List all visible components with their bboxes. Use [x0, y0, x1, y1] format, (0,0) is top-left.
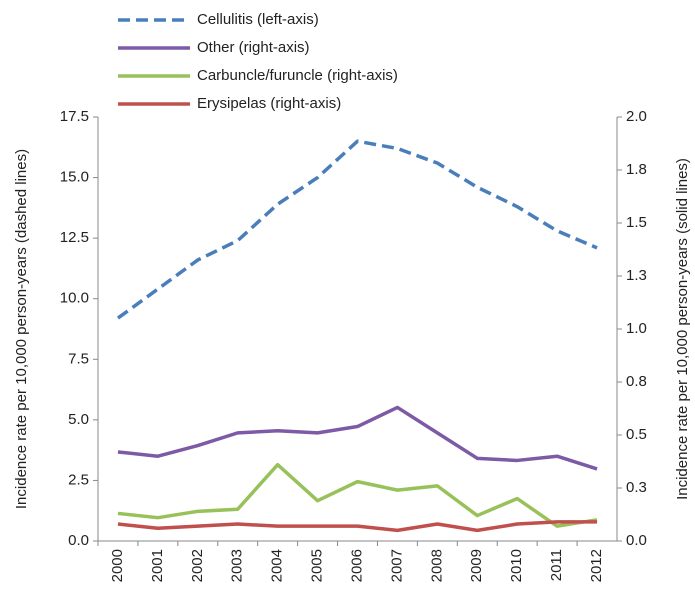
- series-line: [117, 520, 598, 533]
- legend-label: Other (right-axis): [197, 39, 310, 56]
- y-tick-label: 7.5: [68, 350, 89, 367]
- y2-tick-label: 1.0: [626, 320, 647, 337]
- legend-label: Erysipelas (right-axis): [197, 95, 341, 112]
- y-tick-label: 17.5: [60, 108, 89, 125]
- x-tick-label: 2003: [229, 549, 246, 582]
- x-tick-label: 2000: [109, 549, 126, 582]
- y-tick-label: 12.5: [60, 229, 89, 246]
- y-axis-title: Incidence rate per 10,000 person-years (…: [13, 149, 30, 509]
- y-tick-label: 2.5: [68, 471, 89, 488]
- series-line: [117, 462, 598, 528]
- y2-tick-label: 1.5: [626, 214, 647, 231]
- x-tick-label: 2004: [269, 549, 286, 582]
- y2-tick-label: 0.8: [626, 373, 647, 390]
- y2-tick-label: 1.8: [626, 161, 647, 178]
- y-tick-label: 10.0: [60, 290, 89, 307]
- x-tick-label: 2008: [428, 549, 445, 582]
- x-tick-label: 2006: [348, 549, 365, 582]
- y-tick-label: 0.0: [68, 532, 89, 549]
- y2-tick-label: 1.3: [626, 267, 647, 284]
- y-tick-label: 15.0: [60, 169, 89, 186]
- x-tick-label: 2009: [468, 549, 485, 582]
- x-tick-label: 2001: [149, 549, 166, 582]
- x-tick-label: 2007: [388, 549, 405, 582]
- y2-tick-label: 0.5: [626, 426, 647, 443]
- x-tick-label: 2012: [588, 549, 605, 582]
- y2-tick-label: 0.3: [626, 479, 647, 496]
- x-tick-label: 2010: [508, 549, 525, 582]
- x-tick-label: 2002: [189, 549, 206, 582]
- y2-tick-label: 0.0: [626, 532, 647, 549]
- x-tick-label: 2005: [309, 549, 326, 582]
- legend-label: Carbuncle/furuncle (right-axis): [197, 67, 398, 84]
- series-line: [116, 139, 598, 320]
- y2-tick-label: 2.0: [626, 108, 647, 125]
- legend-label: Cellulitis (left-axis): [197, 11, 319, 28]
- y2-axis-title: Incidence rate per 10,000 person-years (…: [674, 158, 691, 500]
- series-line: [117, 405, 598, 471]
- y-tick-label: 5.0: [68, 411, 89, 428]
- x-tick-label: 2011: [548, 549, 565, 581]
